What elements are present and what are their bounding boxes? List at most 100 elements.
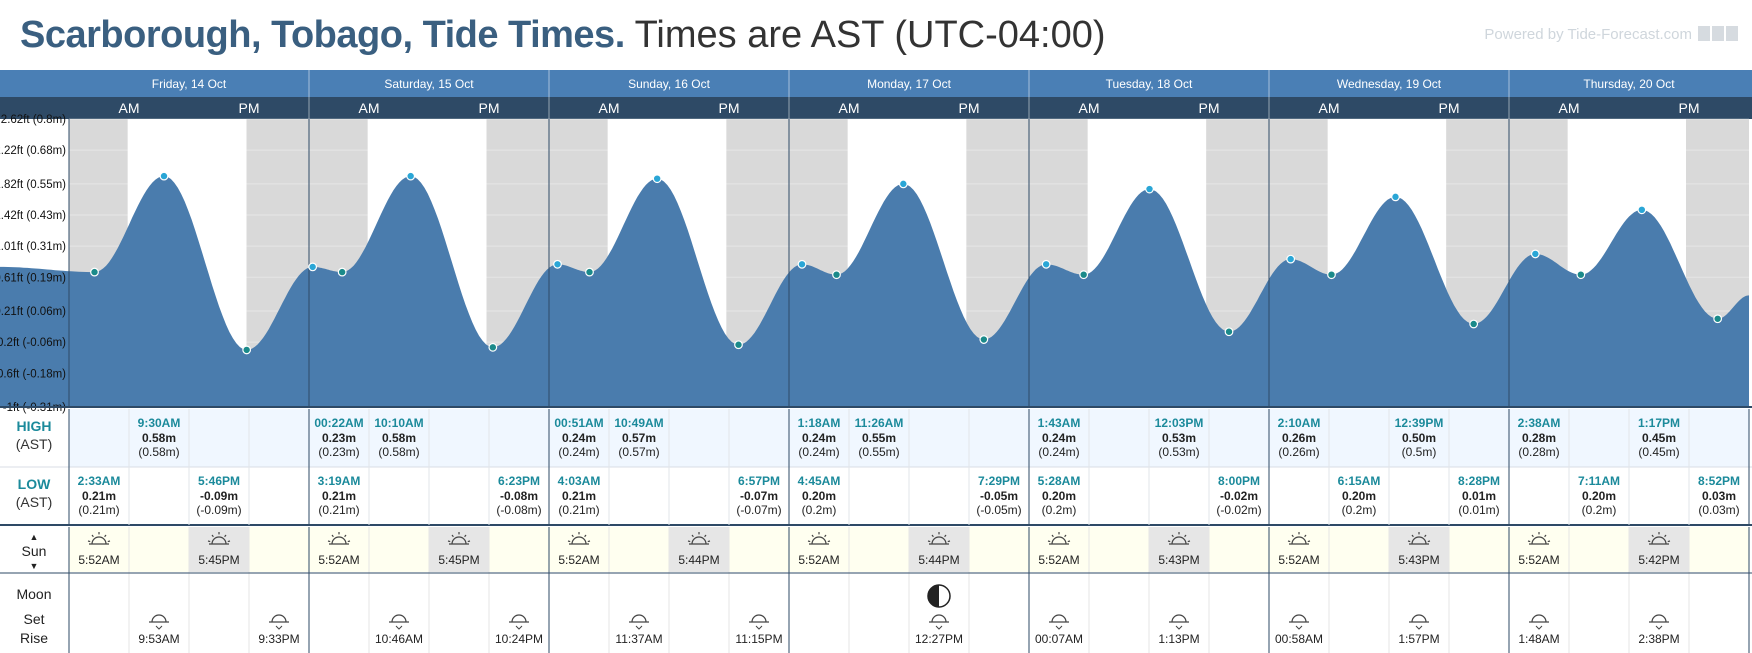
- sunrise-time: 5:52AM: [798, 553, 839, 567]
- moon-event-icon: [1649, 614, 1669, 630]
- high-tide-point: [797, 259, 807, 269]
- moon-event-time: 1:57PM: [1398, 632, 1439, 646]
- tide-time: 2:38AM: [1518, 416, 1561, 430]
- sun-icon: [807, 532, 831, 545]
- tide-height-alt: (0.24m): [558, 445, 599, 459]
- tide-time: 4:45AM: [798, 474, 841, 488]
- moon-event-time: 11:37AM: [615, 632, 662, 646]
- ampm-label: AM: [1559, 100, 1580, 116]
- tide-height-alt: (0.23m): [318, 445, 359, 459]
- tide-height: -0.08m: [500, 489, 538, 503]
- page-header: Scarborough, Tobago, Tide Times. Times a…: [0, 0, 1752, 70]
- tide-height-alt: (0.2m): [1042, 503, 1077, 517]
- high-tide-point: [406, 171, 416, 181]
- sun-icon: [567, 532, 591, 545]
- low-tide-point: [488, 342, 498, 352]
- sunset-time: 5:43PM: [1398, 553, 1439, 567]
- tide-time: 8:28PM: [1458, 474, 1500, 488]
- tide-height: 0.03m: [1702, 489, 1736, 503]
- tide-time: 9:30AM: [138, 416, 181, 430]
- moon-event-time: 9:53AM: [138, 632, 179, 646]
- brand-logo-icon[interactable]: [1698, 26, 1742, 42]
- high-tide-point: [308, 262, 318, 272]
- tide-time: 8:00PM: [1218, 474, 1260, 488]
- day-label: Wednesday, 19 Oct: [1337, 77, 1442, 91]
- sunrise-time: 5:52AM: [1278, 553, 1319, 567]
- low-tide-point: [242, 345, 252, 355]
- moon-phase-icon: [927, 584, 951, 608]
- day-label: Monday, 17 Oct: [867, 77, 951, 91]
- powered-by-link[interactable]: Powered by Tide-Forecast.com: [1484, 26, 1692, 43]
- sun-icon: [687, 532, 711, 545]
- high-tide-point: [1286, 254, 1296, 264]
- tide-chart: Friday, 14 Oct AM PM Saturday, 15 Oct AM PM Su…: [0, 70, 1752, 653]
- tide-time: 7:29PM: [978, 474, 1020, 488]
- sun-icon: [927, 532, 951, 545]
- high-tide-point: [1637, 205, 1647, 215]
- tide-height: 0.50m: [1402, 431, 1436, 445]
- tide-height: 0.45m: [1642, 431, 1676, 445]
- moon-event-icon: [929, 614, 949, 630]
- moon-event-icon: [1409, 614, 1429, 630]
- low-tide-cell: 7:29PM-0.05m(-0.05m): [976, 474, 1021, 517]
- page-title: Scarborough, Tobago, Tide Times. Times a…: [20, 12, 1106, 58]
- moon-event-icon: [389, 614, 409, 630]
- sunset-time: 5:44PM: [678, 553, 719, 567]
- tide-height: 0.23m: [322, 431, 356, 445]
- sunset-cell-bg: [909, 527, 969, 572]
- sunset-cell-bg: [1629, 527, 1689, 572]
- high-tide-point: [1530, 249, 1540, 259]
- tide-time: 00:22AM: [314, 416, 363, 430]
- sun-icon: [87, 532, 111, 545]
- tide-height-alt: (-0.09m): [196, 503, 241, 517]
- day-label: Tuesday, 18 Oct: [1106, 77, 1193, 91]
- tide-height-alt: (0.53m): [1158, 445, 1199, 459]
- tide-height-alt: (0.2m): [1582, 503, 1617, 517]
- low-tide-cell: 6:57PM-0.07m(-0.07m): [736, 474, 781, 517]
- tide-time: 11:26AM: [855, 416, 904, 430]
- y-tick-label: 1.01ft (0.31m): [0, 241, 66, 253]
- tide-time: 1:18AM: [798, 416, 841, 430]
- moon-event-time: 10:46AM: [375, 632, 423, 646]
- moon-event-time: 12:27PM: [915, 632, 963, 646]
- moon-event-icon: [149, 614, 169, 630]
- ampm-label: AM: [1319, 100, 1340, 116]
- tide-height-alt: (0.21m): [318, 503, 359, 517]
- sun-up-arrow-icon: ▲: [30, 532, 39, 542]
- sun-icon: [1167, 532, 1191, 545]
- tide-time: 00:51AM: [554, 416, 603, 430]
- y-tick-label: 0.61ft (0.19m): [0, 272, 66, 284]
- moon-event-time: 00:58AM: [1275, 632, 1323, 646]
- tide-time: 10:10AM: [374, 416, 423, 430]
- tide-height-alt: (0.5m): [1402, 445, 1437, 459]
- y-tick-label: 2.22ft (0.68m): [0, 145, 66, 157]
- tide-height-alt: (0.28m): [1518, 445, 1559, 459]
- tide-height: -0.09m: [200, 489, 238, 503]
- moon-event-icon: [1289, 614, 1309, 630]
- sunset-cell-bg: [189, 527, 249, 572]
- sunrise-time: 5:52AM: [318, 553, 359, 567]
- low-tide-point: [90, 267, 99, 277]
- high-tide-point: [898, 179, 908, 189]
- sunrise-time: 5:52AM: [78, 553, 119, 567]
- tide-height: 0.21m: [322, 489, 356, 503]
- tide-height: 0.21m: [562, 489, 596, 503]
- moon-event-time: 1:48AM: [1518, 632, 1559, 646]
- y-tick-label: 1.42ft (0.43m): [0, 210, 66, 222]
- moonrise-label: Rise: [20, 630, 48, 646]
- tide-time: 10:49AM: [614, 416, 663, 430]
- tide-height-alt: (0.24m): [798, 445, 839, 459]
- ampm-label: AM: [599, 100, 620, 116]
- tide-height: 0.20m: [1042, 489, 1076, 503]
- day-label: Saturday, 15 Oct: [384, 77, 474, 91]
- tide-height: 0.01m: [1462, 489, 1496, 503]
- low-tide-cell: 8:00PM-0.02m(-0.02m): [1216, 474, 1261, 517]
- tide-height-alt: (0.26m): [1278, 445, 1319, 459]
- tide-time: 1:43AM: [1038, 416, 1081, 430]
